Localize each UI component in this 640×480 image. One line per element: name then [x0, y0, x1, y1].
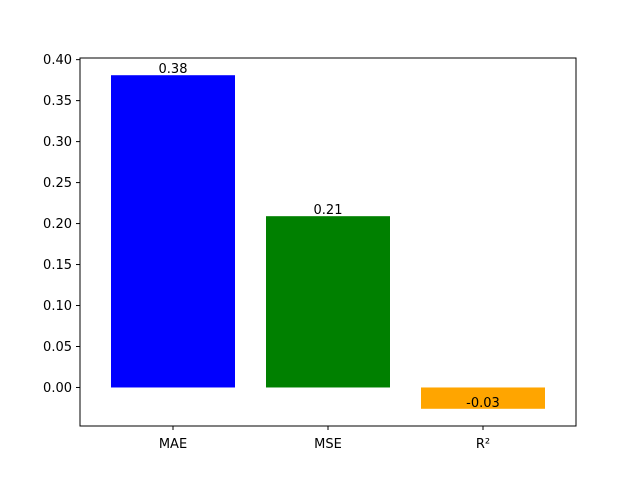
y-tick-label: 0.10 — [43, 299, 72, 314]
bar-r — [421, 387, 545, 409]
y-tick-label: 0.25 — [43, 176, 72, 191]
bar-mse — [266, 216, 390, 388]
x-axis: MAE MSE R² — [159, 426, 490, 452]
y-tick-label: 0.05 — [43, 340, 72, 355]
bar-value-label-r: -0.03 — [466, 396, 500, 411]
y-tick-label: 0.40 — [43, 53, 72, 68]
bar-value-label-mae: 0.38 — [159, 62, 188, 77]
y-tick-label: 0.15 — [43, 258, 72, 273]
y-tick-label: 0.20 — [43, 217, 72, 232]
x-tick-label-mse: MSE — [314, 437, 342, 452]
x-tick-label-mae: MAE — [159, 437, 187, 452]
x-tick-label-r: R² — [476, 437, 490, 452]
y-tick-label: 0.30 — [43, 135, 72, 150]
bar-value-label-mse: 0.21 — [314, 203, 343, 218]
bars — [111, 75, 545, 409]
bar-mae — [111, 75, 235, 388]
bar-value-labels: 0.38 0.21 -0.03 — [159, 62, 500, 411]
y-axis: 0.00 0.05 0.10 0.15 0.20 0.25 0.30 0.35 0.40 — [43, 53, 80, 396]
y-tick-label: 0.35 — [43, 94, 72, 109]
y-tick-label: 0.00 — [43, 381, 72, 396]
